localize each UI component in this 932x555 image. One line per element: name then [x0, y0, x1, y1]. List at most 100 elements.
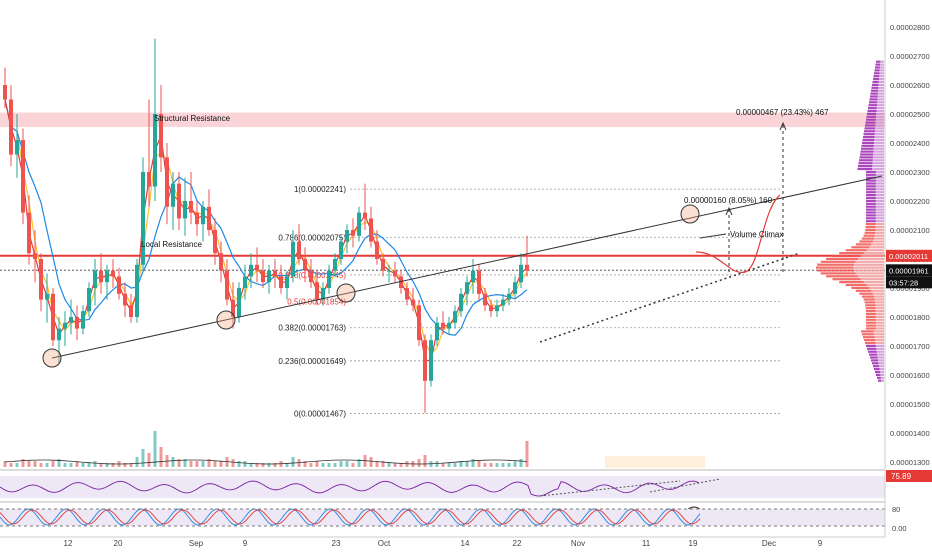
volume-profile-bar-down	[875, 304, 884, 307]
drawing-tools-layer[interactable]	[42, 121, 883, 526]
volume-profile-bar-down	[877, 92, 884, 95]
volume-profile-bar-down	[875, 344, 884, 347]
volume-profile-bar-down	[875, 188, 884, 191]
candle-body	[393, 270, 397, 277]
volume-profile-bar-down	[880, 373, 884, 376]
volume-bar	[471, 459, 475, 467]
volume-profile-bar-down	[863, 252, 884, 255]
volume-profile-bar-up	[867, 112, 877, 115]
volume-profile-bar-down	[872, 162, 884, 165]
volume-profile-bar-up	[868, 104, 878, 107]
volume-profile-bar-up	[820, 260, 856, 263]
volume-profile-bar-down	[860, 254, 884, 258]
volume-profile-bar-down	[875, 231, 884, 234]
candle-body	[483, 293, 487, 306]
volume-profile-bar-up	[874, 69, 880, 72]
annotation-labels-layer: Structural Resistance Local Resistance Vol…	[141, 108, 829, 249]
candle-body	[519, 264, 523, 283]
volume-profile-bar-down	[877, 101, 884, 104]
volume-bar	[45, 463, 49, 467]
price-axis-badge-label: 0.00002011	[889, 252, 928, 261]
volume-profile-bar-up	[859, 156, 873, 159]
volume-bar	[105, 463, 109, 467]
volume-bar	[261, 463, 265, 467]
moving-average-layer	[4, 99, 528, 362]
volume-profile-bar-up	[874, 368, 880, 371]
volume-profile-bar-down	[875, 307, 884, 310]
volume-profile-bar-up	[865, 208, 876, 211]
volume-profile-bar-down	[866, 283, 884, 287]
volume-profile-bar-up	[867, 109, 877, 113]
annotation-label: Structural Resistance	[154, 114, 231, 123]
volume-profile-bar-down	[869, 286, 884, 289]
candle-body	[189, 201, 193, 213]
volume-bar	[435, 461, 439, 467]
volume-profile-bar-up	[867, 347, 877, 350]
volume-profile-bar-up	[865, 199, 876, 202]
candle-body	[117, 276, 121, 294]
volume-profile-bar-up	[871, 359, 879, 362]
candle-body	[231, 299, 235, 317]
stoch-tick-label: 80	[892, 505, 900, 514]
volume-profile-bar-down	[876, 350, 884, 353]
volume-profile-bar-up	[851, 246, 870, 249]
moving-average-line	[4, 99, 528, 355]
volume-profile-bar-down	[875, 327, 884, 330]
volume-profile-bar-down	[880, 60, 884, 63]
volume-profile-bar-down	[878, 89, 884, 92]
volume-profile-bar-down	[872, 156, 884, 159]
volume-profile-bar-down	[876, 347, 884, 350]
candle-body	[99, 270, 103, 283]
volume-profile-bar-up	[845, 283, 867, 287]
volume-profile-bar-down	[877, 356, 884, 359]
volume-average-line	[4, 459, 528, 465]
volume-profile-bar-up	[851, 286, 870, 289]
price-axis-tick-label: 0.00002400	[890, 139, 930, 148]
volume-profile-bar-up	[858, 165, 873, 168]
volume-bar	[207, 459, 211, 467]
volume-bar	[321, 463, 325, 467]
volume-profile-bar-up	[865, 211, 876, 214]
volume-bar	[213, 461, 217, 467]
volume-profile-bar-up	[866, 185, 876, 188]
candle-body	[135, 264, 139, 317]
volume-bar	[195, 461, 199, 467]
volume-profile-bar-down	[875, 208, 884, 211]
volume-profile-bar-up	[865, 310, 876, 313]
price-axis-tick-label: 0.00001600	[890, 371, 930, 380]
volume-bar	[111, 463, 115, 467]
candle-body	[459, 293, 463, 312]
volume-profile-bar-up	[870, 356, 878, 359]
volume-profile-bar-down	[879, 365, 884, 368]
candle-body	[447, 322, 451, 329]
volume-profile-bar-up	[866, 176, 876, 179]
candle-body	[279, 276, 283, 288]
time-axis-tick-label: 14	[461, 539, 470, 548]
volume-profile-bar-down	[877, 353, 884, 356]
candle-body	[375, 241, 379, 259]
volume-profile-bar-up	[826, 275, 858, 278]
volume-profile-bar-down	[875, 196, 884, 200]
volume-profile-bar-up	[855, 243, 872, 246]
candle-body	[507, 293, 511, 300]
volume-bar	[351, 463, 355, 467]
volume-profile-bar-up	[855, 289, 872, 292]
volume-profile-bar-up	[863, 133, 875, 136]
volume-bar	[285, 463, 289, 467]
volume-profile-bar-down	[878, 359, 884, 362]
volume-profile-bar-down	[872, 159, 884, 162]
candle-body	[309, 270, 313, 283]
time-axis-tick-label: 22	[513, 539, 522, 548]
volume-bar	[177, 459, 181, 467]
time-axis-tick-label: Dec	[762, 539, 776, 548]
volume-highlight-zone	[605, 456, 705, 468]
volume-profile-bar-down	[875, 121, 884, 124]
volume-profile-bar-up	[865, 324, 876, 327]
volume-profile-bar-down	[875, 228, 884, 231]
volume-profile-bar-down	[874, 136, 884, 139]
volume-bar	[513, 461, 517, 467]
price-axis-tick-label: 0.00001400	[890, 429, 930, 438]
ascending-trendline	[51, 175, 883, 359]
